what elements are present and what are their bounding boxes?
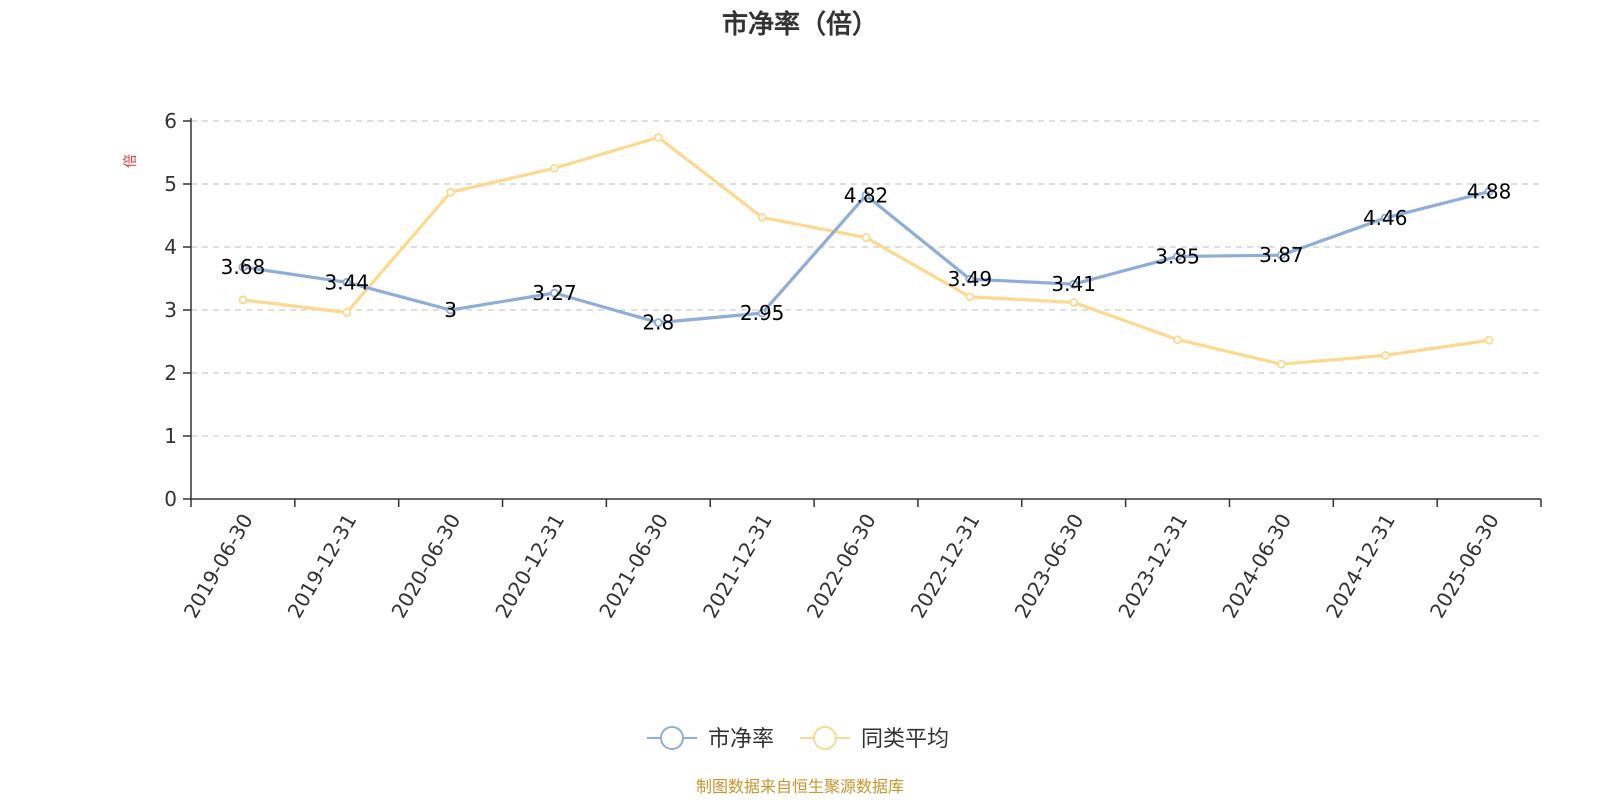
data-point <box>342 277 352 287</box>
x-tick-label: 2021-12-31 <box>698 510 777 623</box>
data-label: 3.49 <box>948 267 993 291</box>
y-axis-label: 倍 <box>123 154 139 168</box>
y-tick-label: 1 <box>164 424 177 448</box>
data-label: 3.41 <box>1051 272 1096 296</box>
grid-lines <box>191 120 1541 437</box>
x-tick-label: 2024-12-31 <box>1321 510 1400 623</box>
legend-marker-pb <box>660 726 684 750</box>
data-point <box>653 318 663 328</box>
data-point <box>1069 298 1079 307</box>
data-label: 4.88 <box>1467 180 1512 204</box>
data-label: 3.87 <box>1259 243 1304 267</box>
x-tick-label: 2022-12-31 <box>906 510 985 623</box>
series-group <box>238 132 1494 369</box>
y-tick-label: 2 <box>164 361 177 385</box>
legend-marker-avg <box>813 726 837 750</box>
data-label: 4.82 <box>844 183 889 207</box>
data-point <box>446 187 456 197</box>
y-tick-label: 4 <box>164 235 177 259</box>
data-label: 3.27 <box>532 281 577 305</box>
x-tick-label: 2022-06-30 <box>802 510 881 623</box>
x-tick-label: 2019-06-30 <box>179 510 258 623</box>
data-labels: 3.68 3.44 3 3.27 2.8 2.95 4.82 3.49 3.41 3.85 3.87… <box>221 180 1512 335</box>
data-point <box>1484 335 1494 345</box>
data-point <box>757 212 767 222</box>
data-point <box>550 288 559 298</box>
data-point <box>550 163 559 173</box>
y-tick-label: 6 <box>164 109 177 133</box>
data-point <box>238 262 248 272</box>
data-point <box>861 190 871 200</box>
data-label: 3.68 <box>221 255 266 279</box>
data-point <box>757 308 767 318</box>
data-point <box>1380 350 1390 360</box>
data-point <box>653 132 663 142</box>
data-point <box>342 308 352 317</box>
y-tick-label: 0 <box>164 487 177 511</box>
data-point <box>1069 279 1079 289</box>
x-tick-label: 2023-12-31 <box>1113 510 1192 623</box>
x-tick-label: 2020-06-30 <box>386 509 465 622</box>
data-point <box>1484 187 1494 196</box>
legend: 市净率 同类平均 <box>647 726 949 752</box>
axes <box>190 118 1541 500</box>
data-label: 3.44 <box>325 270 370 294</box>
data-label: 3.85 <box>1155 244 1200 268</box>
legend-item-avg[interactable]: 同类平均 <box>800 726 949 752</box>
data-point <box>965 274 975 284</box>
x-axis-ticks: 2019-06-30 2019-12-31 2020-06-30 2020-12-31… <box>179 499 1542 623</box>
x-tick-label: 2024-06-30 <box>1217 510 1296 623</box>
data-point <box>446 305 456 315</box>
data-point <box>1276 359 1286 369</box>
chart-title: 市净率（倍） <box>722 9 878 40</box>
data-label: 4.46 <box>1363 206 1408 230</box>
y-axis-ticks: 0 1 2 3 4 5 6 <box>164 109 191 511</box>
x-tick-label: 2020-12-31 <box>490 510 569 623</box>
data-point <box>861 233 871 242</box>
x-tick-label: 2025-06-30 <box>1425 510 1504 623</box>
data-point <box>238 295 248 305</box>
legend-label-pb: 市净率 <box>708 727 774 752</box>
y-tick-label: 3 <box>164 298 177 322</box>
data-point <box>965 292 975 302</box>
data-point <box>1173 335 1182 345</box>
source-note: 制图数据来自恒生聚源数据库 <box>696 777 904 796</box>
y-tick-label: 5 <box>164 172 177 196</box>
data-point <box>1276 250 1286 260</box>
data-point <box>1173 252 1182 261</box>
legend-label-avg: 同类平均 <box>861 727 949 752</box>
data-label: 2.8 <box>642 311 674 335</box>
data-label: 3 <box>444 298 457 322</box>
x-tick-label: 2019-12-31 <box>283 510 362 623</box>
x-tick-label: 2021-06-30 <box>594 510 673 623</box>
legend-item-pb[interactable]: 市净率 <box>647 726 774 752</box>
data-label: 2.95 <box>740 301 785 325</box>
data-point <box>1380 213 1390 223</box>
x-tick-label: 2023-06-30 <box>1010 510 1089 623</box>
